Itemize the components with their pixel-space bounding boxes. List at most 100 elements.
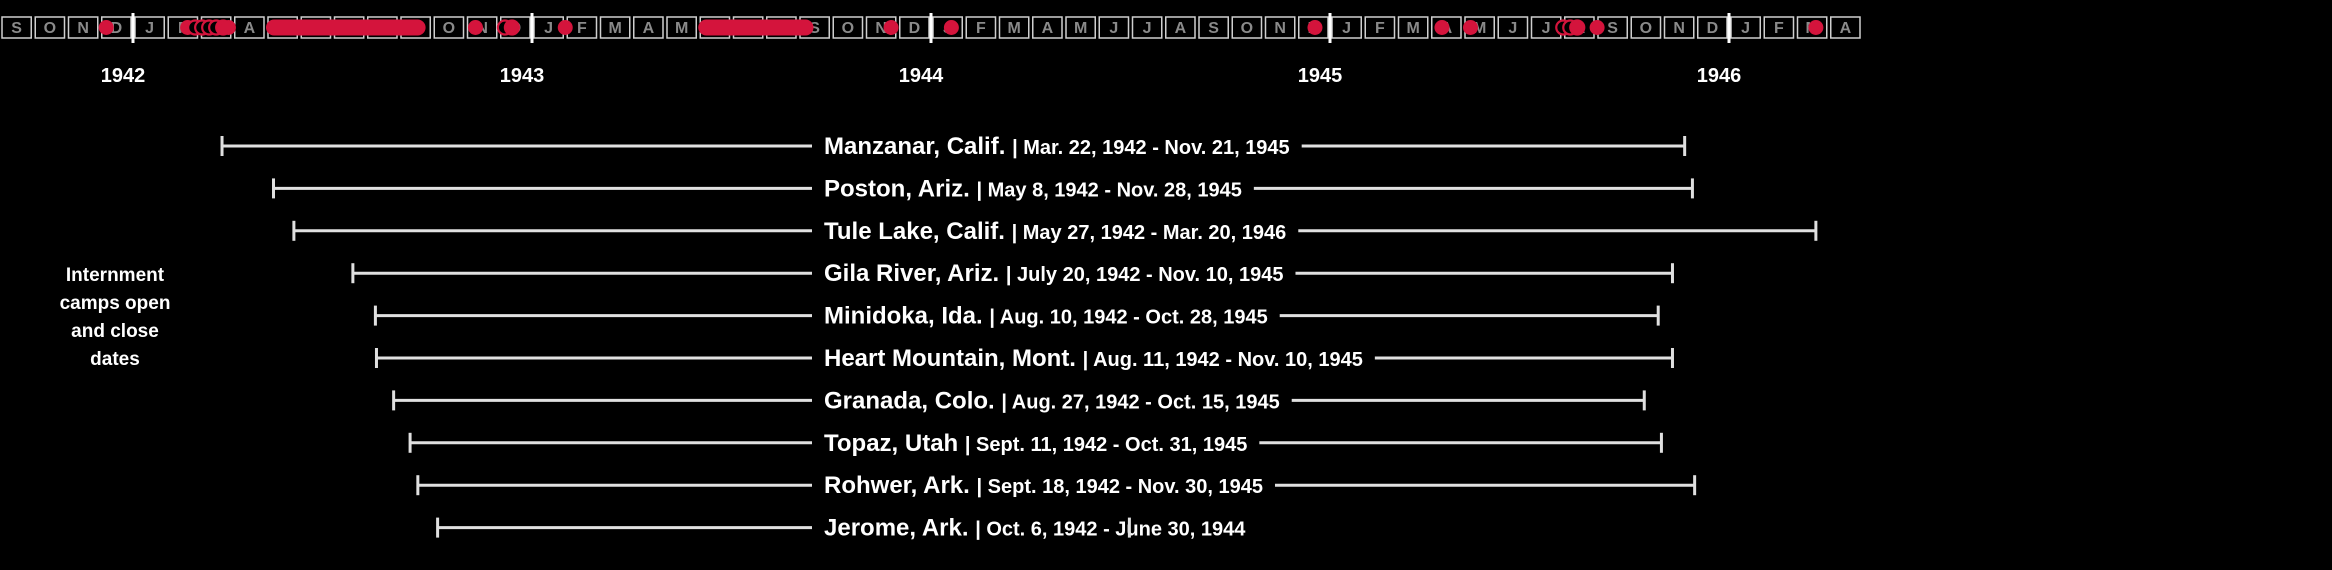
- month-cell: [1431, 16, 1462, 39]
- camp-name: Rohwer, Ark.: [824, 472, 976, 499]
- month-cell: [1796, 16, 1828, 39]
- event-dot: [1463, 20, 1479, 35]
- month-cell: [1198, 16, 1229, 39]
- month-label: O: [1640, 20, 1652, 37]
- event-dot: [943, 20, 959, 35]
- month-cell: [1663, 16, 1695, 39]
- month-cell: [1032, 16, 1063, 39]
- month-cell: [1065, 16, 1096, 39]
- camp-row-label: Jerome, Ark. | Oct. 6, 1942 - June 30, 1…: [824, 515, 1246, 542]
- camp-row-label: Gila River, Ariz. | July 20, 1942 - Nov.…: [824, 260, 1283, 287]
- month-label: J: [1542, 20, 1551, 37]
- camp-name: Jerome, Ark.: [824, 515, 975, 542]
- camp-row-label: Tule Lake, Calif. | May 27, 1942 - Mar. …: [824, 218, 1286, 245]
- camp-dates: | Aug. 10, 1942 - Oct. 28, 1945: [989, 307, 1267, 329]
- month-cell: [1630, 16, 1662, 39]
- month-cell: [1397, 16, 1429, 39]
- camp-dates: | May 27, 1942 - Mar. 20, 1946: [1012, 222, 1287, 244]
- month-cell: [433, 16, 465, 39]
- camp-dates: | Sept. 18, 1942 - Nov. 30, 1945: [976, 476, 1263, 498]
- camp-row-label: Minidoka, Ida. | Aug. 10, 1942 - Oct. 28…: [824, 303, 1268, 330]
- event-dot: [1589, 20, 1605, 35]
- month-label: M: [1406, 20, 1419, 37]
- month-cell: [466, 16, 498, 39]
- month-label: J: [1741, 20, 1750, 37]
- month-label: M: [1007, 20, 1020, 37]
- event-dot: [557, 20, 573, 35]
- month-label: N: [77, 20, 89, 37]
- month-cell: [1165, 16, 1196, 39]
- month-label: F: [577, 20, 587, 37]
- month-cell: [1697, 16, 1728, 39]
- month-cell: [832, 16, 864, 39]
- month-cell: [932, 16, 963, 39]
- month-cell: [899, 16, 930, 39]
- camp-name: Topaz, Utah: [824, 430, 965, 457]
- event-bar: [698, 19, 814, 36]
- camp-dates: | Sept. 11, 1942 - Oct. 31, 1945: [965, 434, 1247, 456]
- side-label-line: dates: [90, 349, 140, 370]
- month-cell: [1231, 16, 1263, 39]
- month-cell: [1763, 16, 1795, 39]
- camp-dates: | Oct. 6, 1942 - June 30, 1944: [975, 519, 1246, 541]
- month-cell: [1131, 16, 1163, 39]
- event-dot: [1808, 20, 1824, 35]
- event-dot: [883, 20, 899, 35]
- month-label: N: [1673, 20, 1685, 37]
- month-label: O: [1241, 20, 1253, 37]
- month-label: J: [145, 20, 154, 37]
- month-label: M: [675, 20, 688, 37]
- camp-dates: | Aug. 27, 1942 - Oct. 15, 1945: [1001, 391, 1279, 413]
- month-label: D: [1707, 20, 1719, 37]
- camp-row-label: Granada, Colo. | Aug. 27, 1942 - Oct. 15…: [824, 387, 1280, 414]
- month-label: J: [1342, 20, 1351, 37]
- month-label: O: [842, 20, 854, 37]
- camp-row-label: Topaz, Utah | Sept. 11, 1942 - Oct. 31, …: [824, 430, 1247, 457]
- month-label: A: [1175, 20, 1187, 37]
- month-cell: [1264, 16, 1296, 39]
- month-cell: [965, 16, 997, 39]
- camp-dates: | July 20, 1942 - Nov. 10, 1945: [1006, 264, 1284, 286]
- camp-dates: | Mar. 22, 1942 - Nov. 21, 1945: [1012, 137, 1290, 159]
- event-dot: [1569, 20, 1585, 35]
- month-label: F: [1774, 20, 1784, 37]
- month-label: A: [244, 20, 256, 37]
- month-cell: [1497, 16, 1529, 39]
- month-label: J: [1508, 20, 1517, 37]
- event-dot: [504, 20, 520, 35]
- year-label: 1944: [899, 65, 944, 87]
- month-cell: [666, 16, 697, 39]
- month-label: A: [1042, 20, 1054, 37]
- event-dot: [1434, 20, 1450, 35]
- camp-row-label: Manzanar, Calif. | Mar. 22, 1942 - Nov. …: [824, 133, 1290, 160]
- month-cell: [1331, 16, 1362, 39]
- month-cell: [1830, 16, 1861, 39]
- camp-dates: | May 8, 1942 - Nov. 28, 1945: [976, 179, 1241, 201]
- month-cell: [1, 16, 32, 39]
- month-cell: [1364, 16, 1396, 39]
- month-label: S: [1208, 20, 1219, 37]
- year-label: 1945: [1298, 65, 1343, 87]
- month-label: F: [976, 20, 986, 37]
- month-label: D: [909, 20, 921, 37]
- camp-name: Heart Mountain, Mont.: [824, 345, 1083, 372]
- event-dot: [98, 20, 114, 35]
- month-label: F: [1375, 20, 1385, 37]
- month-label: J: [544, 20, 553, 37]
- month-label: N: [875, 20, 887, 37]
- event-dot: [1307, 20, 1323, 35]
- event-bar: [266, 19, 426, 36]
- camp-row-label: Poston, Ariz. | May 8, 1942 - Nov. 28, 1…: [824, 175, 1242, 202]
- month-label: A: [1840, 20, 1852, 37]
- month-label: A: [643, 20, 655, 37]
- side-label-line: camps open: [59, 293, 171, 314]
- month-label: M: [1074, 20, 1087, 37]
- camp-name: Tule Lake, Calif.: [824, 218, 1012, 245]
- side-label-line: and close: [71, 321, 159, 342]
- year-label: 1942: [101, 65, 146, 87]
- month-cell: [599, 16, 631, 39]
- year-label: 1943: [500, 65, 545, 87]
- camp-dates: | Aug. 11, 1942 - Nov. 10, 1945: [1083, 349, 1363, 371]
- month-cell: [633, 16, 664, 39]
